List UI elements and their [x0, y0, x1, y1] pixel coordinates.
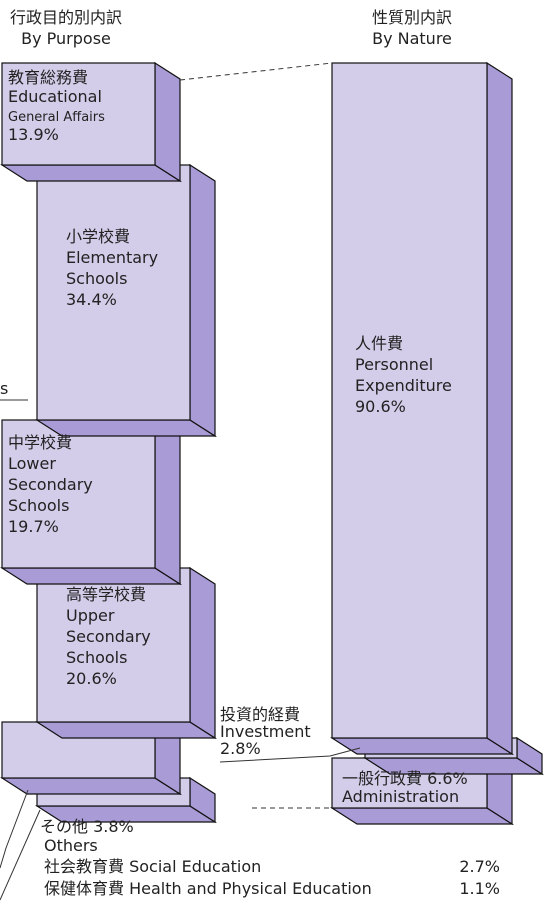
block-label: Administration	[342, 787, 459, 806]
leader	[0, 809, 41, 901]
block-label: 人件費	[355, 334, 403, 353]
dashed-guide	[179, 62, 333, 81]
block-label: 20.6%	[66, 669, 117, 688]
header: 行政目的別内訳	[10, 8, 122, 27]
block-bottom	[0, 164, 183, 182]
block-bottom	[329, 807, 515, 825]
block-label: 19.7%	[8, 517, 59, 536]
block-front	[331, 62, 488, 739]
block-label: Elementary	[66, 248, 158, 267]
block-front	[36, 164, 191, 421]
block-front	[1, 419, 156, 569]
block-side	[189, 163, 216, 438]
block-label: General Affairs	[8, 110, 105, 125]
block-bottom	[329, 737, 515, 755]
block-label: 一般行政費 6.6%	[342, 769, 468, 788]
blocks	[0, 61, 545, 826]
block-label: 2.8%	[220, 739, 261, 758]
block-label: 投資的経費	[220, 705, 300, 724]
block-front	[1, 62, 156, 166]
block-label: Upper	[66, 606, 115, 625]
block-label: Investment	[220, 722, 311, 741]
leader	[219, 747, 361, 763]
others-label: Others	[44, 836, 98, 855]
block-bottom	[0, 777, 183, 795]
block-front	[36, 567, 191, 723]
cut-label: s	[0, 379, 8, 398]
others-item: 社会教育費 Social Education	[44, 857, 261, 876]
block-side	[154, 418, 181, 586]
block-side	[154, 61, 181, 183]
block-bottom	[0, 567, 183, 585]
block-label: 13.9%	[8, 125, 59, 144]
block-label: 教育総務費	[8, 68, 88, 87]
block-label: 中学校費	[8, 433, 72, 452]
block-label: Secondary	[66, 627, 151, 646]
block-label: Lower	[8, 454, 56, 473]
others-item: 保健体育費 Health and Physical Education	[44, 879, 372, 898]
block-label: 高等学校費	[66, 585, 146, 604]
header: By Purpose	[21, 29, 111, 48]
others-label: その他 3.8%	[40, 817, 134, 836]
header: 性質別内訳	[372, 8, 452, 27]
block-side	[189, 566, 216, 740]
header: By Nature	[372, 29, 452, 48]
block-label: Schools	[66, 269, 127, 288]
block-label: Educational	[8, 87, 102, 106]
block-side	[486, 61, 513, 756]
block-label: Expenditure	[355, 376, 452, 395]
block-label: Schools	[8, 496, 69, 515]
block-label: Secondary	[8, 475, 93, 494]
block-label: 90.6%	[355, 397, 406, 416]
others-value: 2.7%	[459, 857, 500, 876]
block-label: 小学校費	[66, 227, 130, 246]
block-label: Personnel	[355, 355, 433, 374]
block-bottom	[34, 721, 218, 739]
block-label: Schools	[66, 648, 127, 667]
leader	[0, 789, 29, 869]
block-label: 34.4%	[66, 290, 117, 309]
others-value: 1.1%	[459, 879, 500, 898]
